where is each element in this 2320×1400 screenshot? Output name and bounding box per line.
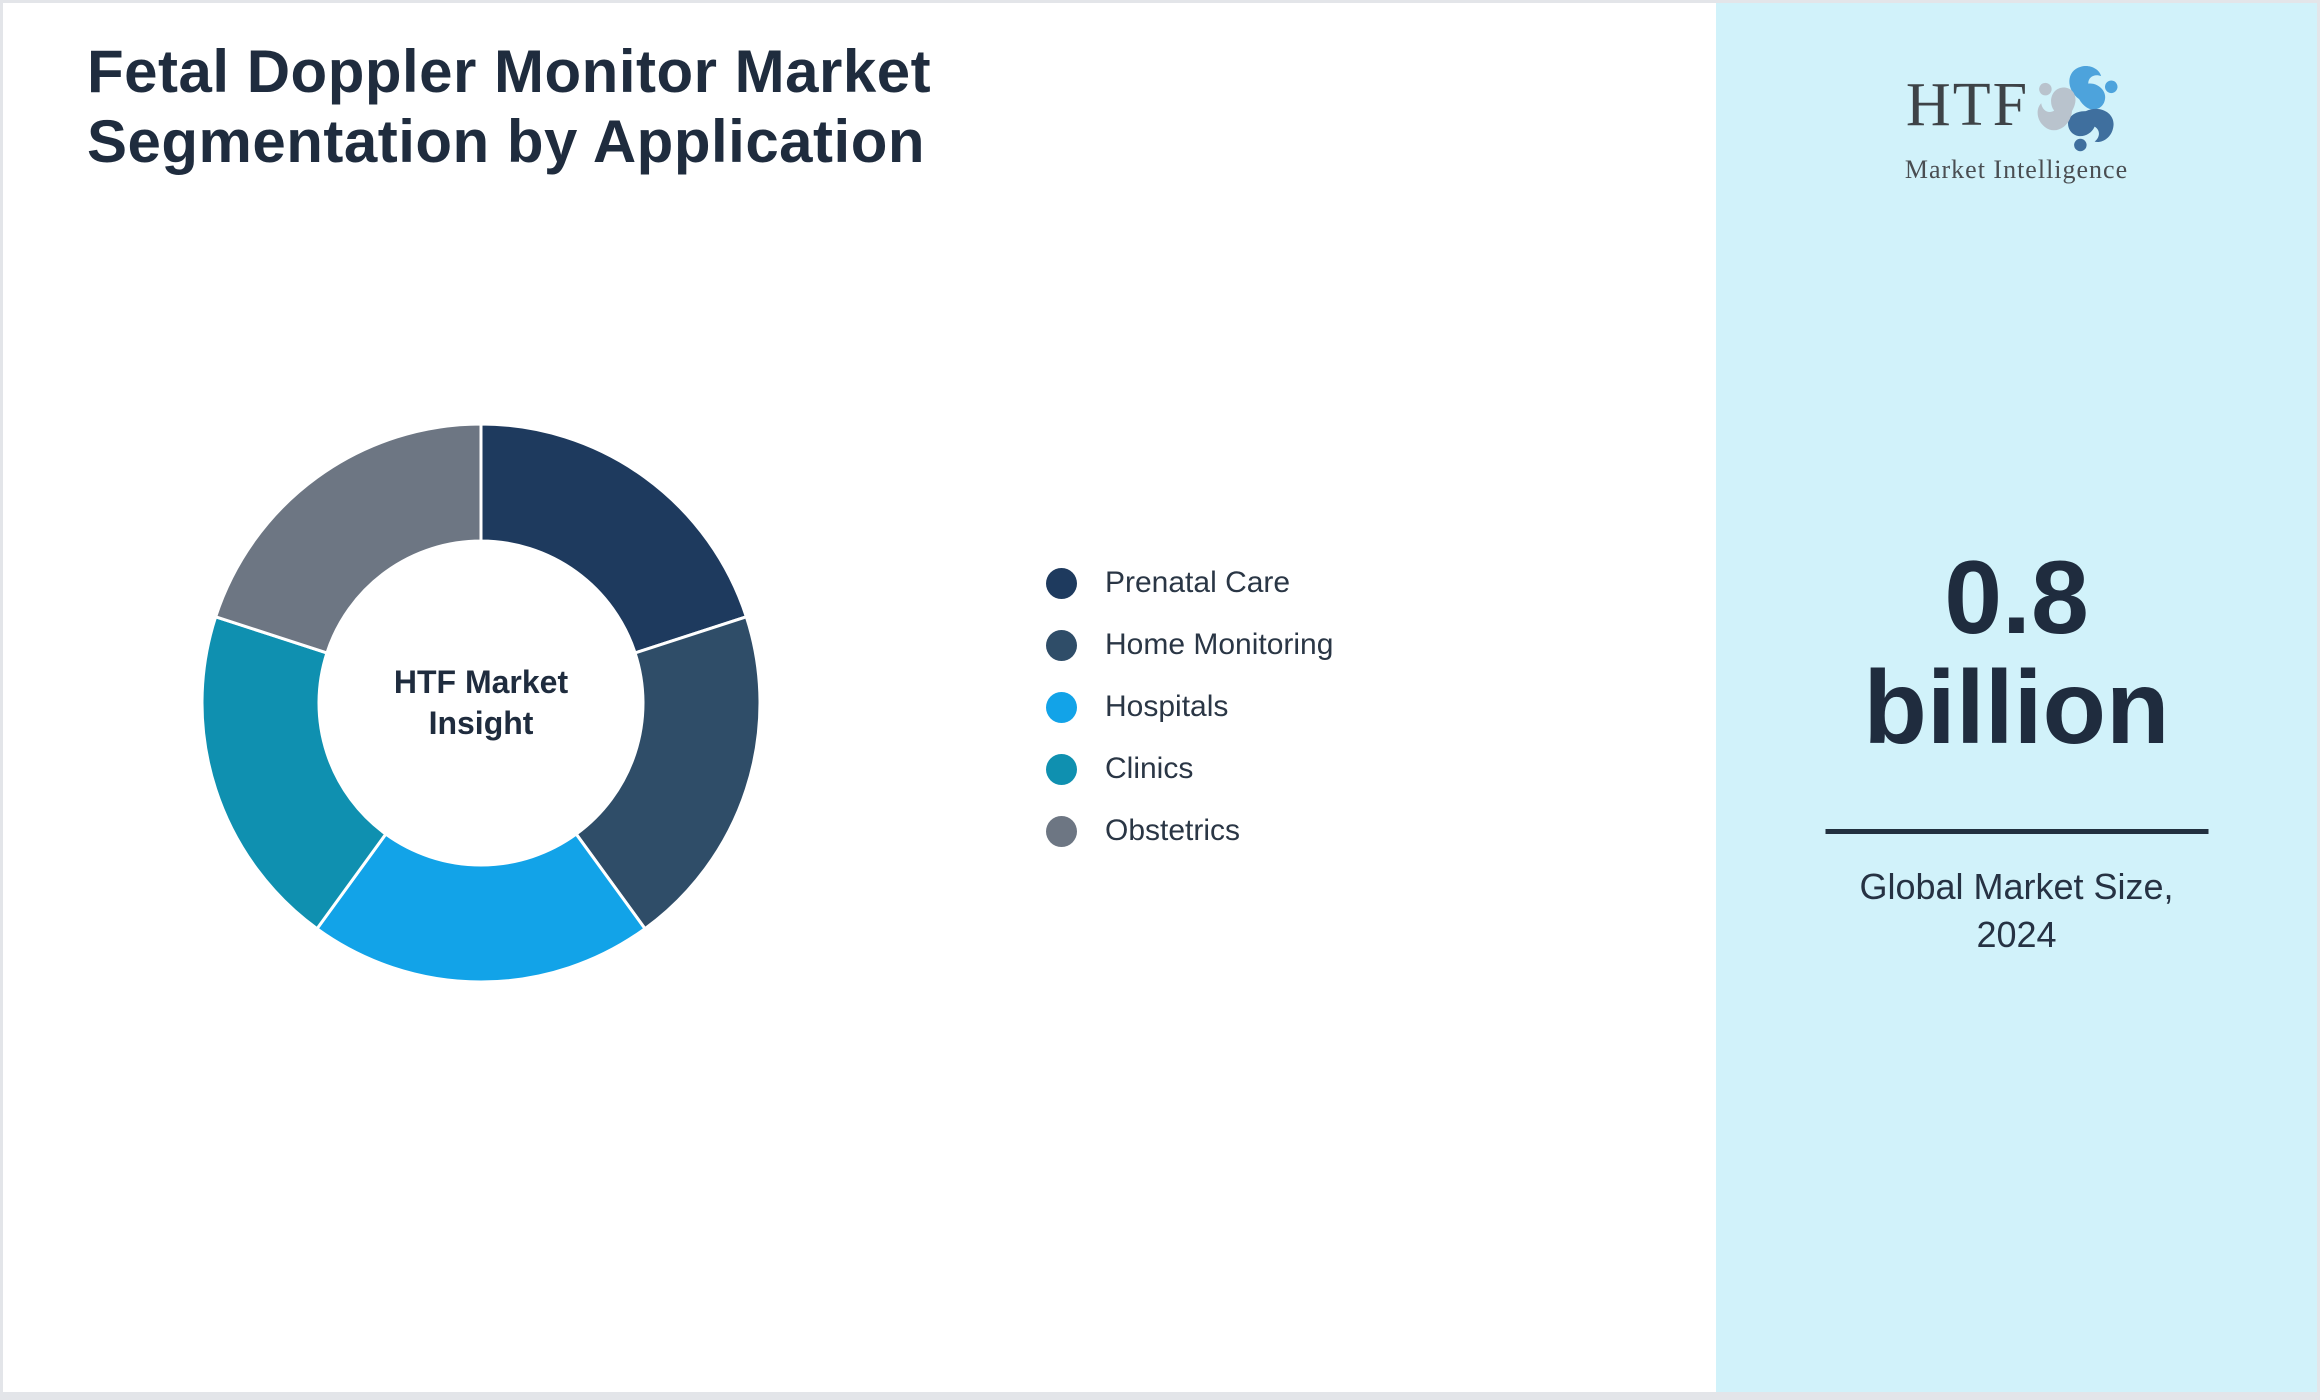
htf-logo-text: HTF [1905,70,2030,139]
donut-chart: HTF Market Insight [199,421,763,985]
legend-swatch-icon [1046,691,1077,723]
market-size-caption: Global Market Size, 2024 [1716,863,2317,959]
donut-segment-home-monitoring [574,614,762,931]
legend-item: Hospitals [1046,676,1333,738]
legend-item: Prenatal Care [1046,552,1333,614]
market-size-caption-line1: Global Market Size, [1859,866,2174,907]
dolphin-swirl-icon [2037,66,2118,152]
legend-item: Obstetrics [1046,800,1333,862]
divider-line [1825,829,2208,834]
legend-swatch-icon [1046,629,1077,661]
market-size-caption-line2: 2024 [1976,914,2057,955]
legend-item: Home Monitoring [1046,614,1333,676]
legend-label: Hospitals [1105,690,1229,723]
legend-label: Prenatal Care [1105,566,1291,599]
legend-swatch-icon [1046,567,1077,599]
legend-swatch-icon [1046,753,1077,785]
donut-segment-prenatal-care [479,422,749,655]
page-title: Fetal Doppler Monitor Market Segmentatio… [87,37,931,177]
donut-segment-obstetrics [213,422,483,655]
market-size-unit: billion [1863,650,2170,766]
chart-legend: Prenatal Care Home Monitoring Hospitals Cli… [1046,552,1333,862]
legend-item: Clinics [1046,738,1333,800]
legend-label: Clinics [1105,752,1194,785]
market-size-number: 0.8 [1944,540,2089,656]
legend-label: Home Monitoring [1105,628,1334,661]
donut-chart-svg [200,422,762,984]
donut-segment-clinics [200,614,388,931]
htf-logo-row: HTF [1906,55,2127,155]
sidebar: HTF [1716,3,2317,1392]
page-title-line2: Segmentation by Application [87,108,926,175]
page-title-line1: Fetal Doppler Monitor Market [87,38,932,105]
htf-logo: HTF [1716,55,2317,185]
legend-swatch-icon [1046,815,1077,847]
market-size-value: 0.8 billion [1716,543,2317,763]
donut-segment-hospitals [314,831,648,984]
htf-logo-subtext: Market Intelligence [1904,155,2129,184]
legend-label: Obstetrics [1105,814,1241,847]
